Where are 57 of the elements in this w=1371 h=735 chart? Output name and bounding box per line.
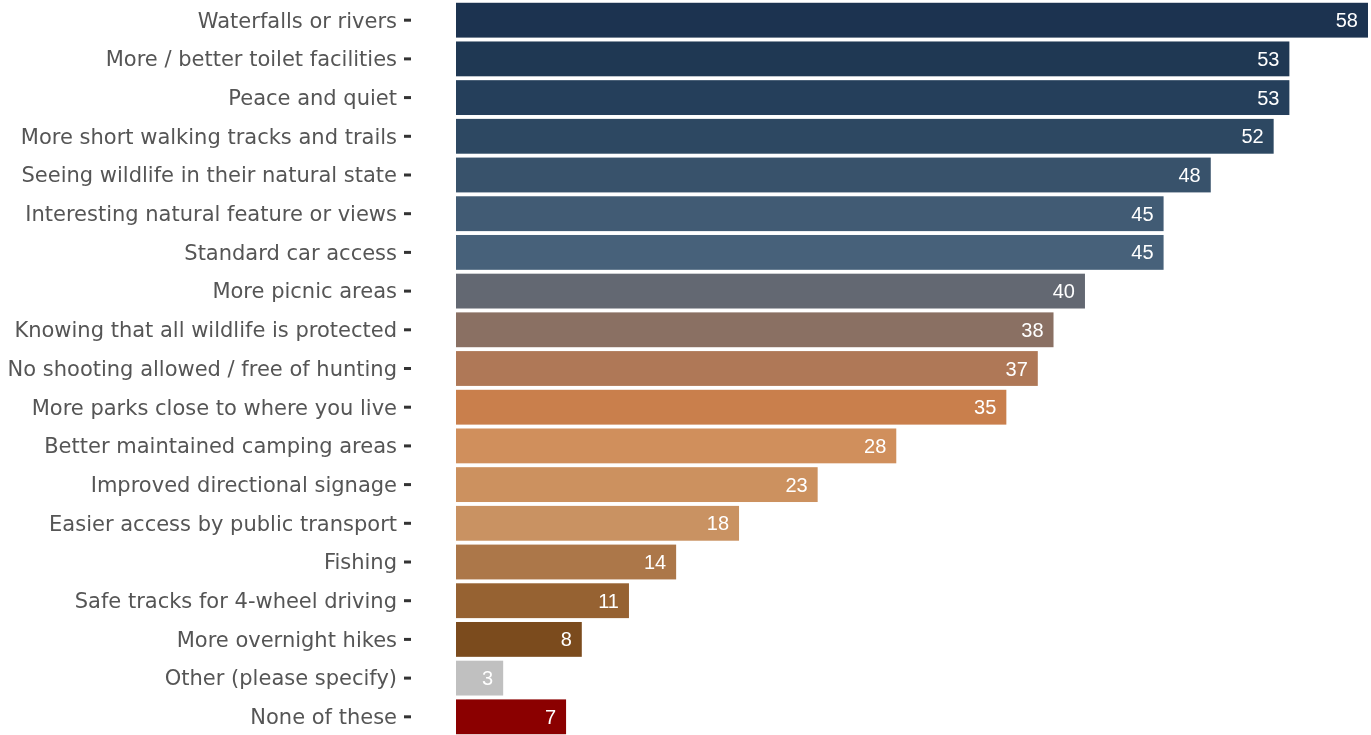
- bar: [456, 621, 582, 657]
- data-label: 37: [1005, 357, 1028, 380]
- data-label: 45: [1131, 202, 1154, 225]
- y-tick-label: Standard car access: [184, 240, 397, 265]
- data-label: 53: [1257, 47, 1280, 70]
- bar: [456, 660, 504, 696]
- y-tick-label: More parks close to where you live: [31, 395, 397, 420]
- data-label: 11: [598, 589, 619, 612]
- y-tick-label: Easier access by public transport: [49, 511, 397, 536]
- data-label: 58: [1335, 9, 1358, 32]
- bar: [456, 2, 1368, 38]
- y-tick-label: Interesting natural feature or views: [25, 202, 397, 227]
- y-tick-label: Peace and quiet: [228, 85, 397, 110]
- bar: [456, 467, 818, 503]
- bar: [456, 118, 1274, 154]
- bar: [456, 80, 1290, 116]
- bar: [456, 312, 1054, 348]
- y-tick-label: More picnic areas: [212, 279, 397, 304]
- bar: [456, 505, 740, 541]
- y-tick-label: Safe tracks for 4-wheel driving: [74, 589, 397, 614]
- y-tick-label: No shooting allowed / free of hunting: [7, 356, 397, 381]
- y-tick-label: None of these: [250, 705, 397, 730]
- bar: [456, 699, 567, 735]
- y-tick-label: More overnight hikes: [176, 627, 397, 652]
- bar: [456, 41, 1290, 77]
- bar: [456, 583, 629, 619]
- data-label: 35: [974, 396, 997, 419]
- bar: [456, 196, 1164, 232]
- bar: [456, 157, 1211, 193]
- bar: [456, 273, 1085, 309]
- y-tick-label: Waterfalls or rivers: [197, 8, 397, 33]
- data-label: 18: [706, 512, 730, 535]
- data-label: 45: [1131, 241, 1154, 264]
- bar: [456, 351, 1038, 386]
- y-tick-label: Fishing: [323, 550, 397, 575]
- y-tick-label: Seeing wildlife in their natural state: [21, 163, 397, 188]
- data-label: 52: [1241, 125, 1264, 148]
- data-label: 53: [1257, 86, 1280, 109]
- data-label: 3: [482, 667, 494, 690]
- data-label: 14: [643, 551, 667, 574]
- data-label: 7: [544, 705, 557, 728]
- y-tick-label: Better maintained camping areas: [44, 434, 397, 459]
- data-label: 40: [1052, 280, 1075, 303]
- data-label: 8: [560, 628, 572, 651]
- data-label: 48: [1178, 163, 1201, 186]
- y-tick-label: More short walking tracks and trails: [20, 124, 397, 149]
- bar: [456, 544, 677, 580]
- bar: [456, 234, 1164, 270]
- y-tick-label: More / better toilet facilities: [105, 47, 397, 72]
- data-label: 23: [785, 473, 808, 496]
- bar: [456, 428, 897, 464]
- y-tick-label: Improved directional signage: [90, 472, 397, 497]
- y-tick-label: Other (please specify): [164, 666, 397, 691]
- bar: [456, 389, 1007, 425]
- y-tick-label: Knowing that all wildlife is protected: [14, 318, 397, 343]
- data-label: 38: [1021, 318, 1044, 341]
- data-label: 28: [864, 434, 887, 457]
